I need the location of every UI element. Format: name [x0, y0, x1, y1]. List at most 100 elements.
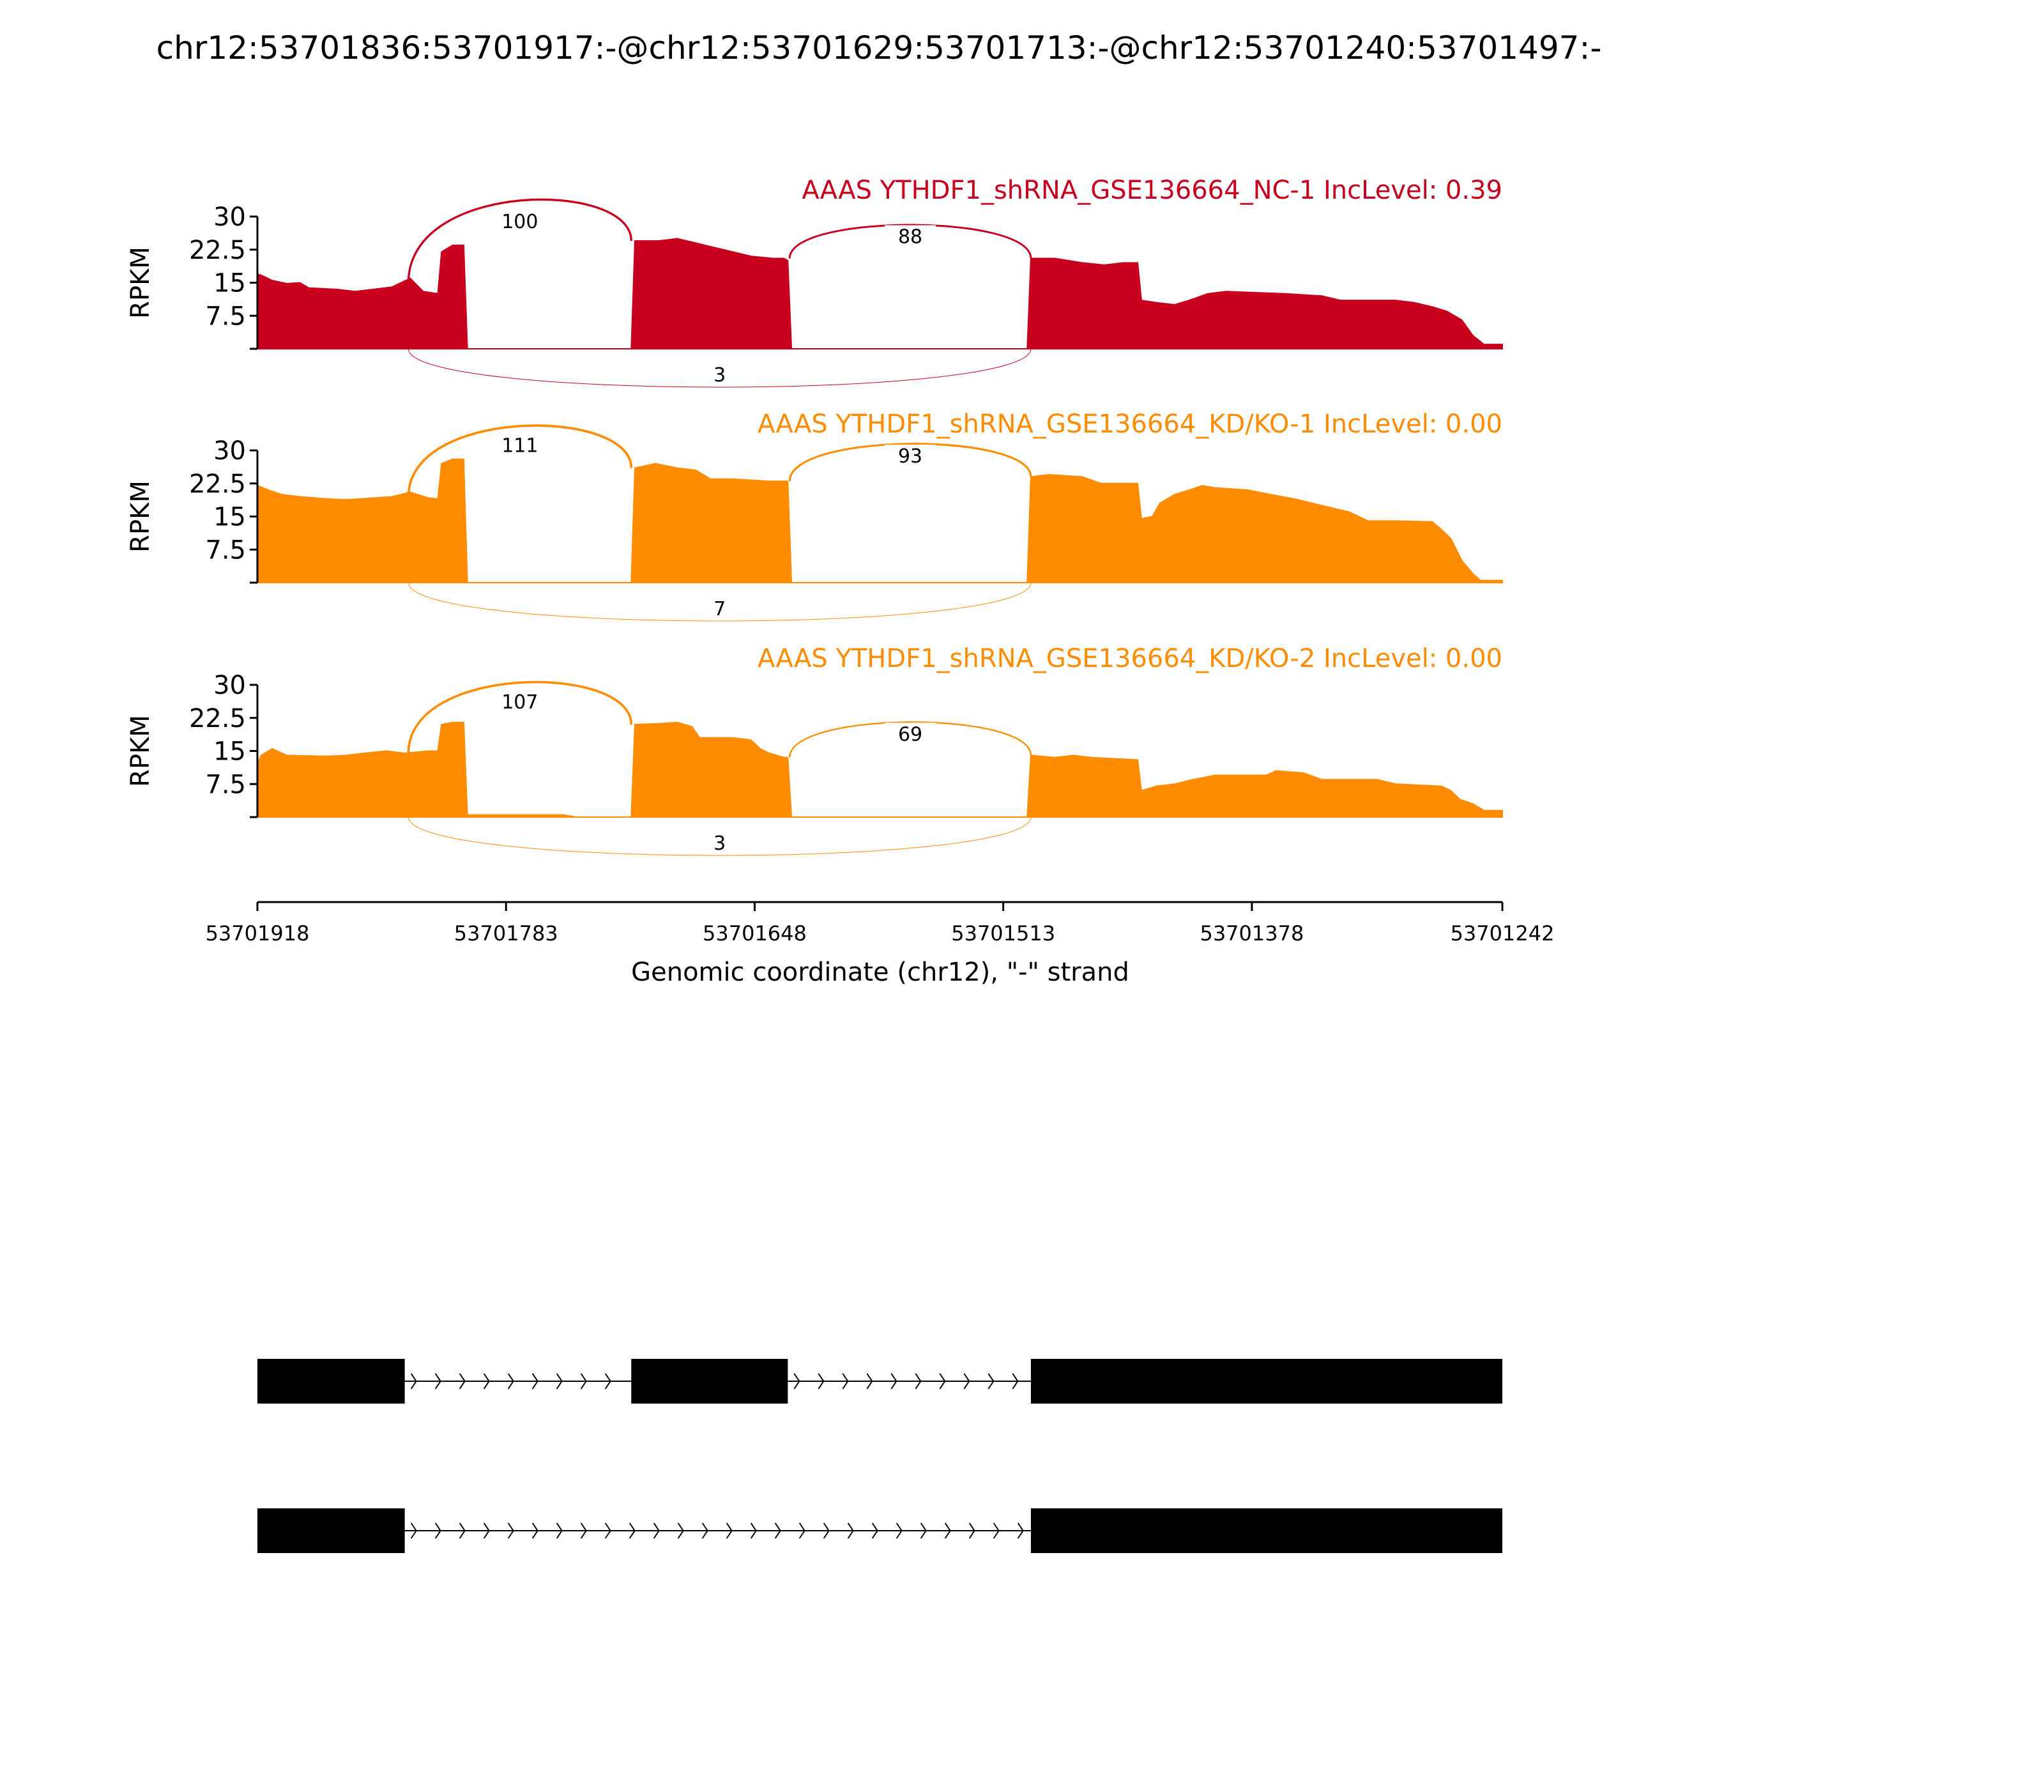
sample-title-1: AAAS YTHDF1_shRNA_GSE136664_NC-1 IncLeve… — [802, 176, 1502, 205]
x-tick-label-6: 53701242 — [1451, 921, 1555, 946]
intron-chevron-2-1 — [580, 1522, 587, 1539]
intron-chevron-1-1 — [410, 1373, 417, 1390]
intron-chevron-2-1 — [459, 1522, 466, 1539]
junction-arc-3-3 — [408, 816, 1032, 856]
intron-chevron-2-1 — [774, 1522, 781, 1539]
y-tick-label-1-1: 7.5 — [205, 302, 246, 331]
intron-chevron-2-1 — [798, 1522, 805, 1539]
junction-arc-2-2 — [788, 443, 1032, 482]
intron-chevron-1-2 — [963, 1373, 970, 1390]
exon-box-2-2 — [1030, 1508, 1502, 1553]
intron-chevron-2-1 — [944, 1522, 951, 1539]
junction-count-1-1: 100 — [501, 211, 538, 233]
x-tick-label-5: 53701378 — [1200, 921, 1304, 946]
y-tick-label-2-2: 15 — [213, 503, 246, 532]
junction-arc-2-1 — [407, 424, 633, 497]
intron-chevron-2-1 — [653, 1522, 660, 1539]
exon-box-1-2 — [631, 1359, 788, 1404]
intron-chevron-2-1 — [968, 1522, 975, 1539]
x-tick-label-1: 53701918 — [206, 921, 310, 946]
intron-chevron-1-1 — [580, 1373, 587, 1390]
intron-chevron-1-2 — [818, 1373, 825, 1390]
intron-chevron-1-2 — [866, 1373, 873, 1390]
junction-arc-1-3 — [408, 348, 1032, 388]
junction-label-bg-1-3 — [694, 364, 745, 385]
intron-chevron-1-1 — [507, 1373, 514, 1390]
coverage-area-2 — [257, 458, 1503, 583]
junction-arc-3-2 — [789, 721, 1032, 758]
intron-chevron-2-1 — [629, 1522, 636, 1539]
intron-chevron-2-1 — [750, 1522, 757, 1539]
junction-arc-3-1 — [407, 680, 633, 754]
intron-chevron-2-1 — [434, 1522, 441, 1539]
x-axis-label: Genomic coordinate (chr12), "-" strand — [631, 958, 1129, 987]
intron-chevron-1-1 — [459, 1373, 466, 1390]
y-tick-label-3-2: 15 — [213, 737, 246, 767]
coverage-area-3 — [257, 721, 1503, 818]
coverage-panel-2: 7.5 15 22.5 30 RPKM AAAS YTHDF1_shRNA_GSE1366… — [126, 410, 1503, 622]
y-tick-label-2-4: 30 — [213, 436, 246, 466]
y-tick-label-3-3: 22.5 — [189, 704, 246, 733]
intron-chevron-2-1 — [410, 1522, 417, 1539]
exon-box-1-1 — [257, 1359, 405, 1404]
junction-count-2-2: 93 — [898, 445, 922, 468]
intron-chevron-2-1 — [1017, 1522, 1024, 1539]
x-tick-label-2: 53701783 — [454, 921, 558, 946]
exon-box-2-1 — [257, 1508, 405, 1553]
junction-label-bg-3-1 — [494, 690, 545, 712]
x-axis-ticks: 53701918 53701783 53701648 53701513 53701378… — [206, 902, 1555, 946]
x-tick-label-4: 53701513 — [951, 921, 1055, 946]
sample-title-2: AAAS YTHDF1_shRNA_GSE136664_KD/KO-1 IncL… — [758, 410, 1502, 439]
junction-arc-1-1 — [407, 198, 632, 283]
intron-chevron-2-1 — [531, 1522, 538, 1539]
intron-chevron-2-1 — [701, 1522, 708, 1539]
intron-chevron-2-1 — [556, 1522, 563, 1539]
isoform-track-2 — [257, 1508, 1502, 1553]
intron-chevron-2-1 — [847, 1522, 854, 1539]
intron-chevron-2-1 — [726, 1522, 733, 1539]
intron-chevron-2-1 — [604, 1522, 611, 1539]
junction-label-bg-2-2 — [885, 445, 936, 467]
junction-label-bg-1-1 — [494, 210, 545, 232]
intron-chevron-2-1 — [920, 1522, 927, 1539]
x-tick-label-3: 53701648 — [703, 921, 807, 946]
coverage-panels: 7.5 15 22.5 30 RPKM AAAS YTHDF1_shRNA_GSE1366… — [126, 176, 1503, 856]
junction-count-2-3: 7 — [713, 598, 726, 620]
junction-label-bg-2-1 — [494, 434, 545, 456]
intron-chevron-2-1 — [507, 1522, 514, 1539]
y-tick-label-2-1: 7.5 — [205, 535, 246, 565]
junction-count-3-1: 107 — [501, 691, 538, 714]
intron-chevron-2-1 — [871, 1522, 878, 1539]
junction-label-bg-2-3 — [694, 597, 745, 619]
junction-count-1-3: 3 — [713, 364, 726, 387]
intron-chevron-1-1 — [483, 1373, 490, 1390]
intron-chevron-1-2 — [890, 1373, 897, 1390]
coverage-panel-3: 7.5 15 22.5 30 RPKM AAAS YTHDF1_shRNA_GSE1366… — [126, 644, 1503, 856]
y-tick-label-1-4: 30 — [213, 203, 246, 232]
intron-chevron-1-2 — [1012, 1373, 1019, 1390]
y-tick-label-3-1: 7.5 — [205, 770, 246, 799]
intron-chevron-1-2 — [842, 1373, 849, 1390]
coverage-area-1 — [257, 238, 1503, 349]
junction-count-1-2: 88 — [898, 226, 922, 249]
y-axis-label-2: RPKM — [126, 480, 155, 553]
intron-chevron-2-1 — [823, 1522, 830, 1539]
intron-chevron-2-1 — [677, 1522, 684, 1539]
intron-chevron-1-1 — [434, 1373, 441, 1390]
y-axis-label-1: RPKM — [126, 247, 155, 319]
junction-count-3-2: 69 — [898, 723, 922, 746]
intron-chevron-2-1 — [896, 1522, 903, 1539]
intron-chevron-2-1 — [993, 1522, 1000, 1539]
intron-chevron-1-1 — [556, 1373, 563, 1390]
y-tick-label-2-3: 22.5 — [189, 470, 246, 499]
junction-arc-2-3 — [408, 582, 1032, 622]
sample-title-3: AAAS YTHDF1_shRNA_GSE136664_KD/KO-2 IncL… — [758, 644, 1502, 673]
intron-chevron-1-2 — [939, 1373, 946, 1390]
figure-title: chr12:53701836:53701917:-@chr12:53701629… — [156, 29, 1602, 66]
y-tick-label-1-3: 22.5 — [189, 236, 246, 265]
intron-chevron-1-2 — [988, 1373, 995, 1390]
intron-chevron-1-1 — [531, 1373, 538, 1390]
isoform-track-1 — [257, 1359, 1502, 1404]
isoform-tracks — [257, 1359, 1502, 1553]
